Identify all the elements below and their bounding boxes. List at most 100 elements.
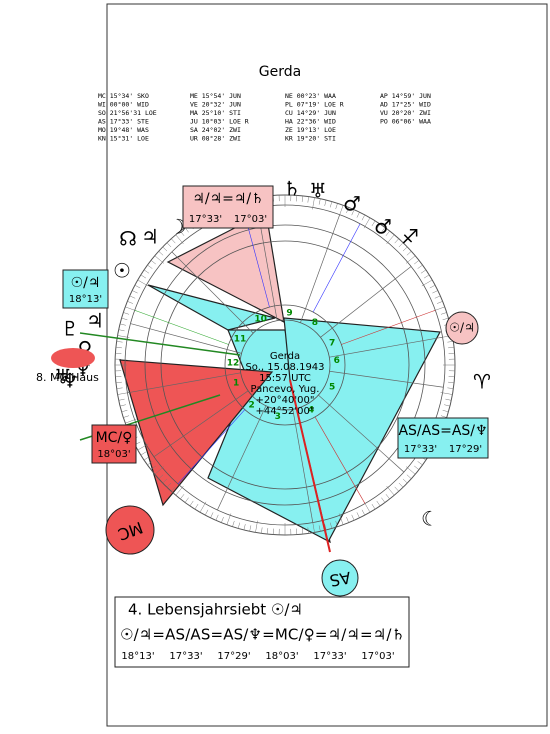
box-formula: ☉/♃ (71, 275, 101, 291)
degree-tick (422, 280, 432, 286)
degree-tick (407, 475, 411, 479)
planet-glyph: ♃ (141, 225, 159, 249)
degree-tick (336, 203, 338, 209)
planet-glyph: ♐ (401, 225, 419, 249)
degree-tick (120, 324, 126, 325)
summary-value: 18°03' (265, 651, 298, 662)
degree-tick (346, 517, 348, 523)
degree-tick (200, 502, 206, 512)
center-text: +20°40'00" (256, 395, 315, 406)
degree-tick (151, 260, 156, 264)
house-number: 2 (248, 400, 254, 410)
degree-tick (424, 275, 429, 278)
degree-tick (443, 410, 449, 412)
summary-value: 17°29' (217, 651, 250, 662)
degree-tick (130, 296, 135, 298)
table-cell: ME 15°54' JUN (190, 92, 241, 100)
summary-value: 17°33' (169, 651, 202, 662)
circle-label: AS (328, 568, 352, 590)
table-cell: MC 15°34' SKO (98, 92, 149, 100)
summary-title: 4. Lebensjahrsiebt ☉/♃ (128, 601, 303, 619)
table-cell: HA 22°36' WID (285, 118, 336, 126)
degree-tick (244, 524, 245, 530)
degree-tick (119, 330, 125, 331)
degree-tick (261, 527, 262, 533)
degree-tick (362, 510, 365, 515)
degree-tick (210, 512, 213, 517)
house-number: 8 (312, 318, 318, 328)
planet-glyph: ☾ (421, 507, 439, 531)
house-number: 12 (227, 359, 240, 369)
table-cell: WI 00°00' WID (98, 101, 149, 109)
degree-tick (357, 512, 360, 517)
degree-tick (406, 467, 415, 475)
degree-tick (403, 479, 407, 483)
planet-glyph: ♈ (473, 370, 491, 394)
degree-tick (205, 510, 208, 515)
degree-tick (141, 452, 146, 455)
title: Gerda (259, 64, 301, 80)
table-cell: MO 19°48' WAS (98, 126, 149, 134)
box-value: 17°33' (189, 214, 222, 225)
degree-tick (135, 285, 140, 288)
box-formula: ♃/♃=♃/♄ (192, 191, 263, 207)
table-cell: SO 21°56'31 LOE (98, 109, 157, 117)
degree-tick (117, 341, 123, 342)
degree-tick (418, 461, 423, 465)
degree-tick (144, 270, 149, 273)
table-cell: AD 17°25' WID (380, 101, 431, 109)
degree-tick (381, 498, 385, 503)
degree-tick (302, 196, 303, 202)
house-number: 1 (233, 378, 239, 388)
degree-tick (395, 487, 399, 491)
degree-tick (448, 347, 454, 348)
summary-value: 17°33' (313, 651, 346, 662)
table-cell: ZE 19°13' LOE (285, 126, 336, 134)
house-number: 7 (329, 339, 335, 349)
degree-tick (138, 280, 148, 286)
planet-glyph: ♃ (86, 309, 104, 333)
degree-tick (330, 202, 332, 208)
table-cell: KR 19°20' STI (285, 135, 336, 143)
degree-tick (435, 296, 440, 298)
table-cell: VE 20°32' JUN (190, 101, 241, 109)
circle-label: ☉/♃ (449, 321, 475, 335)
house-number: 11 (234, 335, 247, 345)
box-value: 17°03' (234, 214, 267, 225)
box-value: 18°13' (69, 294, 102, 305)
degree-tick (447, 341, 453, 342)
table-cell: VU 20°20' ZWI (380, 109, 431, 117)
degree-tick (167, 243, 171, 247)
degree-tick (119, 399, 125, 400)
degree-tick (395, 239, 399, 243)
degree-tick (123, 416, 129, 418)
degree-tick (267, 528, 268, 534)
house-cusp (300, 215, 339, 323)
degree-tick (163, 247, 167, 251)
center-text: Gerda (270, 351, 300, 362)
degree-tick (185, 498, 189, 503)
box-value: 18°03' (97, 449, 130, 460)
degree-tick (141, 275, 146, 278)
table-cell: UR 08°28' ZWI (190, 135, 241, 143)
planet-glyph: ☊ (119, 227, 137, 251)
degree-tick (421, 270, 426, 273)
degree-tick (407, 251, 411, 255)
highlight-ellipse (51, 348, 95, 368)
degree-tick (171, 239, 175, 243)
table-cell: MA 25°10' STI (190, 109, 241, 117)
planet-glyph: ♇ (61, 317, 79, 341)
table-cell: KN 15°31' LOE (98, 135, 149, 143)
degree-tick (445, 399, 451, 400)
degree-tick (372, 504, 375, 509)
degree-tick (432, 290, 437, 293)
planet-glyph: ♄ (283, 177, 301, 201)
degree-tick (387, 486, 395, 495)
planet-glyph: ♂ (343, 192, 361, 216)
house-number: 6 (334, 356, 340, 366)
table-cell: SA 24°02' ZWI (190, 126, 241, 134)
table-cell: JU 10°03' LOE R (190, 118, 249, 126)
degree-tick (418, 265, 423, 269)
center-text: 15:57 UTC (259, 373, 311, 384)
